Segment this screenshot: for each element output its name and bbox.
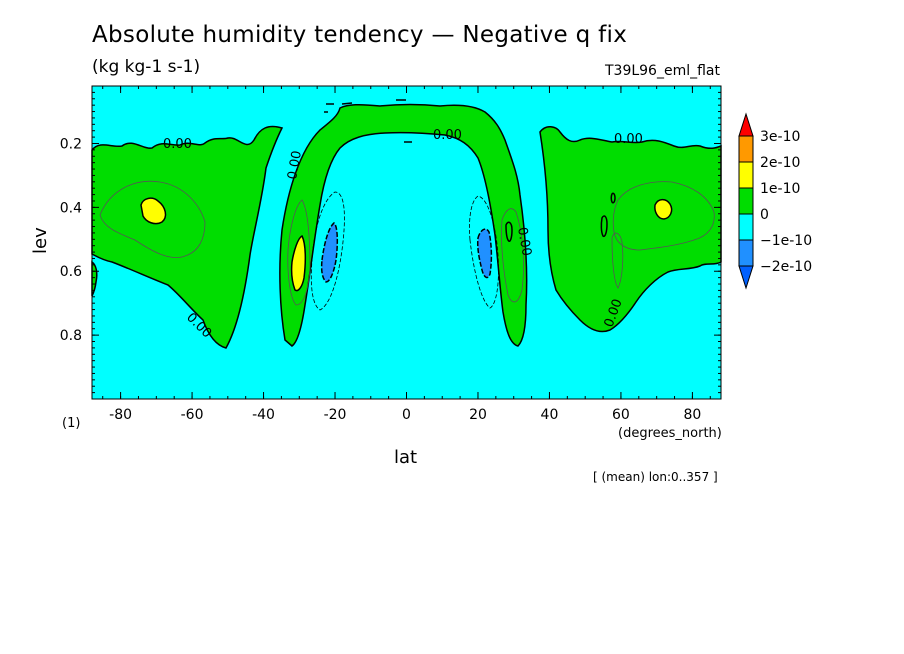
x-axis-label: lat bbox=[394, 447, 418, 468]
nh-max-region bbox=[654, 198, 673, 220]
y-tick-label: 0.6 bbox=[60, 264, 82, 280]
x-tick-label: 40 bbox=[541, 407, 559, 423]
colorbar-label: 0 bbox=[760, 207, 769, 223]
contour-label: 0.00 bbox=[163, 137, 192, 152]
x-tick-label: 60 bbox=[612, 407, 630, 423]
x-tick-label: -40 bbox=[252, 407, 275, 423]
colorbar-label: 1e-10 bbox=[760, 181, 800, 197]
footnote: [ (mean) lon:0..357 ] bbox=[593, 470, 718, 484]
x-tick-label: -20 bbox=[324, 407, 347, 423]
x-tick-label: -60 bbox=[181, 407, 204, 423]
x-tick-label: 20 bbox=[469, 407, 487, 423]
contour-label: 0.00 bbox=[433, 128, 462, 143]
sh-subtropical-max-region bbox=[290, 234, 307, 292]
y-minor-ticks bbox=[92, 91, 721, 394]
nh-inner-contour bbox=[612, 181, 715, 251]
tropical-positive-region bbox=[279, 103, 528, 347]
nh-small-zero-contour bbox=[600, 215, 608, 238]
colorbar-swatch bbox=[738, 161, 754, 189]
nh-positive-region bbox=[539, 126, 722, 333]
nh-subtropical-inner-contour bbox=[501, 208, 524, 303]
y-tick-label: 0.2 bbox=[60, 136, 82, 152]
x-axis: -80 -60 -40 -20 0 20 40 60 80 bbox=[109, 86, 701, 423]
colorbar-swatch bbox=[738, 239, 754, 267]
colorbar-top-arrow bbox=[738, 112, 754, 137]
nh-min-region bbox=[477, 228, 493, 279]
x-axis-units: (degrees_north) bbox=[618, 426, 722, 441]
colorbar-label: 3e-10 bbox=[760, 129, 800, 145]
chart-units: (kg kg-1 s-1) bbox=[92, 57, 201, 77]
nh-negative-contour bbox=[469, 195, 499, 309]
y-tick-label: 0.8 bbox=[60, 328, 82, 344]
colorbar-swatch bbox=[738, 135, 754, 163]
colorbar-swatch bbox=[738, 213, 754, 241]
nh-side-contour bbox=[611, 232, 624, 289]
run-name: T39L96_eml_flat bbox=[604, 63, 720, 79]
top-small-contour bbox=[324, 99, 412, 143]
sh-min-region bbox=[320, 222, 339, 283]
sh-subtropical-inner-contour bbox=[287, 199, 311, 306]
nh-subtropical-zero-contour bbox=[505, 221, 513, 242]
x-tick-label: 80 bbox=[683, 407, 701, 423]
sh-negative-contour bbox=[310, 191, 345, 311]
y-axis-units: (1) bbox=[62, 416, 81, 431]
colorbar-swatch bbox=[738, 187, 754, 215]
sh-max-region bbox=[140, 197, 167, 225]
contour-label: 0.00 bbox=[285, 150, 305, 181]
colorbar-bottom-arrow bbox=[738, 265, 754, 290]
x-tick-label: -80 bbox=[109, 407, 132, 423]
colorbar: 3e-10 2e-10 1e-10 0 −1e-10 −2e-10 bbox=[738, 112, 812, 290]
colorbar-label: 2e-10 bbox=[760, 155, 800, 171]
colorbar-label: −2e-10 bbox=[760, 259, 812, 275]
y-axis: 0.2 0.4 0.6 0.8 bbox=[60, 136, 721, 344]
nh-small-zero-contour-2 bbox=[610, 192, 616, 204]
chart-title: Absolute humidity tendency — Negative q … bbox=[92, 22, 628, 48]
sh-inner-contour bbox=[99, 180, 206, 258]
y-tick-label: 0.4 bbox=[60, 200, 82, 216]
contour-label: 0.00 bbox=[614, 132, 643, 147]
sh-edge-contour bbox=[91, 260, 98, 297]
y-axis-label: lev bbox=[30, 227, 51, 254]
colorbar-label: −1e-10 bbox=[760, 233, 812, 249]
x-tick-label: 0 bbox=[402, 407, 411, 423]
contour-label: 0.00 bbox=[514, 226, 534, 257]
